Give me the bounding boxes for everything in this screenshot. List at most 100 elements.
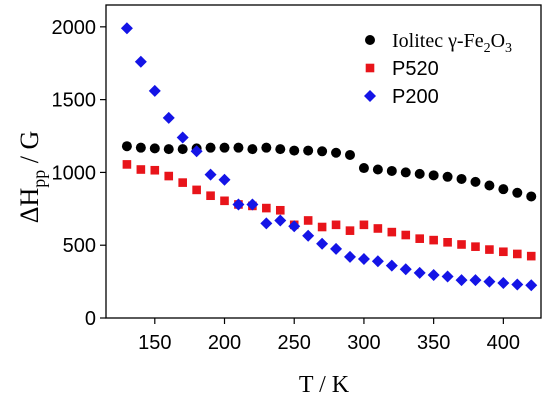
data-point xyxy=(455,274,468,287)
data-point xyxy=(177,144,188,155)
y-axis-label: ΔHpp / G xyxy=(15,131,49,224)
data-point xyxy=(176,131,189,144)
data-point xyxy=(372,164,383,175)
data-point xyxy=(218,173,231,186)
data-point xyxy=(400,167,411,178)
data-point xyxy=(484,180,495,191)
data-point xyxy=(136,165,146,174)
data-point xyxy=(441,270,454,283)
data-point xyxy=(345,226,355,235)
data-point xyxy=(275,144,286,155)
data-point xyxy=(469,274,482,287)
x-tick-label: 300 xyxy=(347,332,380,354)
x-axis-label: T / K xyxy=(299,372,350,398)
data-point xyxy=(512,249,522,259)
series-1 xyxy=(121,141,537,202)
data-point xyxy=(373,224,383,233)
y-tick-label: 2000 xyxy=(52,17,97,39)
data-point xyxy=(262,203,271,213)
legend-label-part: Iolitec γ-Fe xyxy=(392,30,484,52)
data-point xyxy=(457,240,466,249)
data-point xyxy=(163,144,174,155)
data-point xyxy=(499,247,508,257)
legend-item: Iolitec γ-Fe2O3 xyxy=(365,30,512,56)
plot-frame xyxy=(105,4,542,319)
legend-label-part: O xyxy=(491,30,505,52)
data-point xyxy=(358,163,369,174)
data-point xyxy=(246,198,259,211)
y-tick-label: 0 xyxy=(85,308,96,330)
y-tick-label: 1000 xyxy=(52,162,97,184)
data-point xyxy=(190,145,203,158)
y-axis-label-tail: / G xyxy=(15,131,44,170)
data-point xyxy=(371,255,384,268)
legend-label: P200 xyxy=(392,86,439,108)
data-point xyxy=(428,170,439,181)
data-point xyxy=(401,230,411,240)
y-tick-label: 500 xyxy=(63,235,96,257)
data-point xyxy=(150,165,160,175)
data-point xyxy=(135,142,146,153)
data-point xyxy=(205,142,216,153)
data-point xyxy=(331,220,341,230)
data-point xyxy=(275,205,285,215)
data-point xyxy=(219,142,230,153)
legend-label: P520 xyxy=(392,58,439,80)
data-point xyxy=(162,111,175,124)
x-tick-label: 350 xyxy=(417,332,450,354)
data-point xyxy=(232,198,245,211)
x-tick-label: 150 xyxy=(138,332,171,354)
data-point xyxy=(357,253,370,266)
data-point xyxy=(288,220,301,233)
data-point xyxy=(233,142,244,153)
legend-item: P520 xyxy=(365,58,439,80)
legend-item: P200 xyxy=(364,86,439,108)
data-point xyxy=(317,146,328,157)
x-tick-label: 250 xyxy=(278,332,311,354)
data-point xyxy=(498,184,509,195)
data-point xyxy=(385,259,398,272)
data-point xyxy=(471,242,480,251)
data-point xyxy=(427,269,440,282)
data-point xyxy=(386,165,397,176)
data-point xyxy=(303,216,313,225)
legend-label-part: 2 xyxy=(484,41,491,56)
data-point xyxy=(178,178,187,187)
data-point xyxy=(120,22,133,35)
data-point xyxy=(330,242,343,255)
legend-label-part: P200 xyxy=(392,86,439,108)
data-point xyxy=(414,168,425,179)
legend-label-part: 3 xyxy=(505,41,512,56)
data-point xyxy=(415,234,425,243)
data-points xyxy=(120,22,538,292)
legend-marker xyxy=(365,63,375,73)
data-point xyxy=(303,145,314,156)
legend-marker xyxy=(364,90,376,102)
y-axis-label-main: ΔH xyxy=(15,188,44,224)
data-point xyxy=(470,176,481,187)
data-point xyxy=(192,185,201,195)
y-axis-label-sub: pp xyxy=(29,170,49,188)
x-tick-label: 400 xyxy=(487,332,520,354)
data-point xyxy=(483,275,496,288)
data-point xyxy=(274,214,287,227)
legend-marker xyxy=(365,35,375,45)
data-point xyxy=(122,160,132,169)
data-point xyxy=(121,141,132,152)
x-tick-label: 200 xyxy=(208,332,241,354)
data-point xyxy=(148,84,161,97)
data-point xyxy=(525,279,538,292)
data-point xyxy=(359,220,369,230)
data-point xyxy=(331,147,342,158)
axes: 150 200 250 300 350 400 0 500 1000 1500 2000 xyxy=(52,4,542,354)
axis-labels: T / K ΔHpp / G xyxy=(15,131,350,398)
data-point xyxy=(261,142,272,153)
data-point xyxy=(316,237,329,250)
data-point xyxy=(206,191,215,201)
data-point xyxy=(260,217,273,230)
data-point xyxy=(526,251,536,261)
data-point xyxy=(343,250,356,263)
